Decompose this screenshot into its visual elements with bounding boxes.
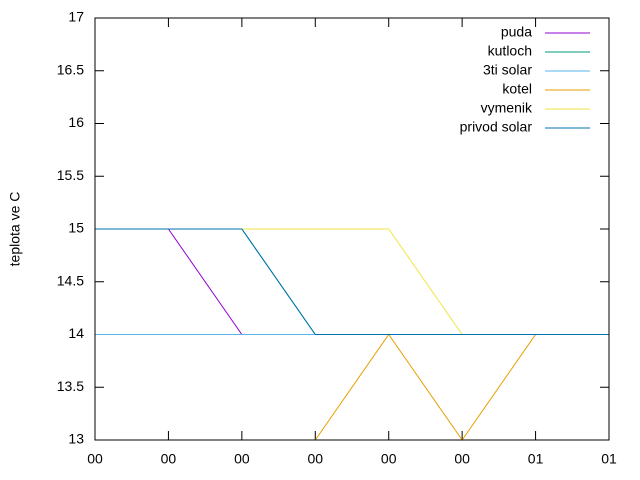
y-tick-label: 16.5 [57, 61, 84, 77]
x-tick-label: 00 [234, 451, 250, 467]
y-tick-label: 14 [68, 325, 84, 341]
y-tick-label: 15 [68, 220, 84, 236]
legend-label: vymenik [481, 100, 533, 116]
x-tick-label: 00 [87, 451, 103, 467]
x-tick-label: 01 [601, 451, 617, 467]
y-tick-label: 16 [68, 114, 84, 130]
legend-label: kotel [502, 81, 532, 97]
y-tick-label: 13 [68, 431, 84, 447]
legend-label: kutloch [488, 43, 532, 59]
legend-label: puda [501, 24, 532, 40]
y-tick-label: 17 [68, 9, 84, 25]
x-tick-label: 00 [381, 451, 397, 467]
x-tick-label: 00 [161, 451, 177, 467]
series-line [95, 228, 609, 335]
y-axis-label: teplota ve C [7, 192, 23, 267]
x-tick-label: 01 [528, 451, 544, 467]
y-tick-label: 14.5 [57, 272, 84, 288]
plot-border [94, 17, 610, 441]
x-tick-label: 00 [307, 451, 323, 467]
y-tick-label: 13.5 [57, 378, 84, 394]
legend-label: 3ti solar [483, 62, 532, 78]
legend-label: privod solar [460, 119, 533, 135]
y-tick-label: 15.5 [57, 167, 84, 183]
x-tick-label: 00 [454, 451, 470, 467]
